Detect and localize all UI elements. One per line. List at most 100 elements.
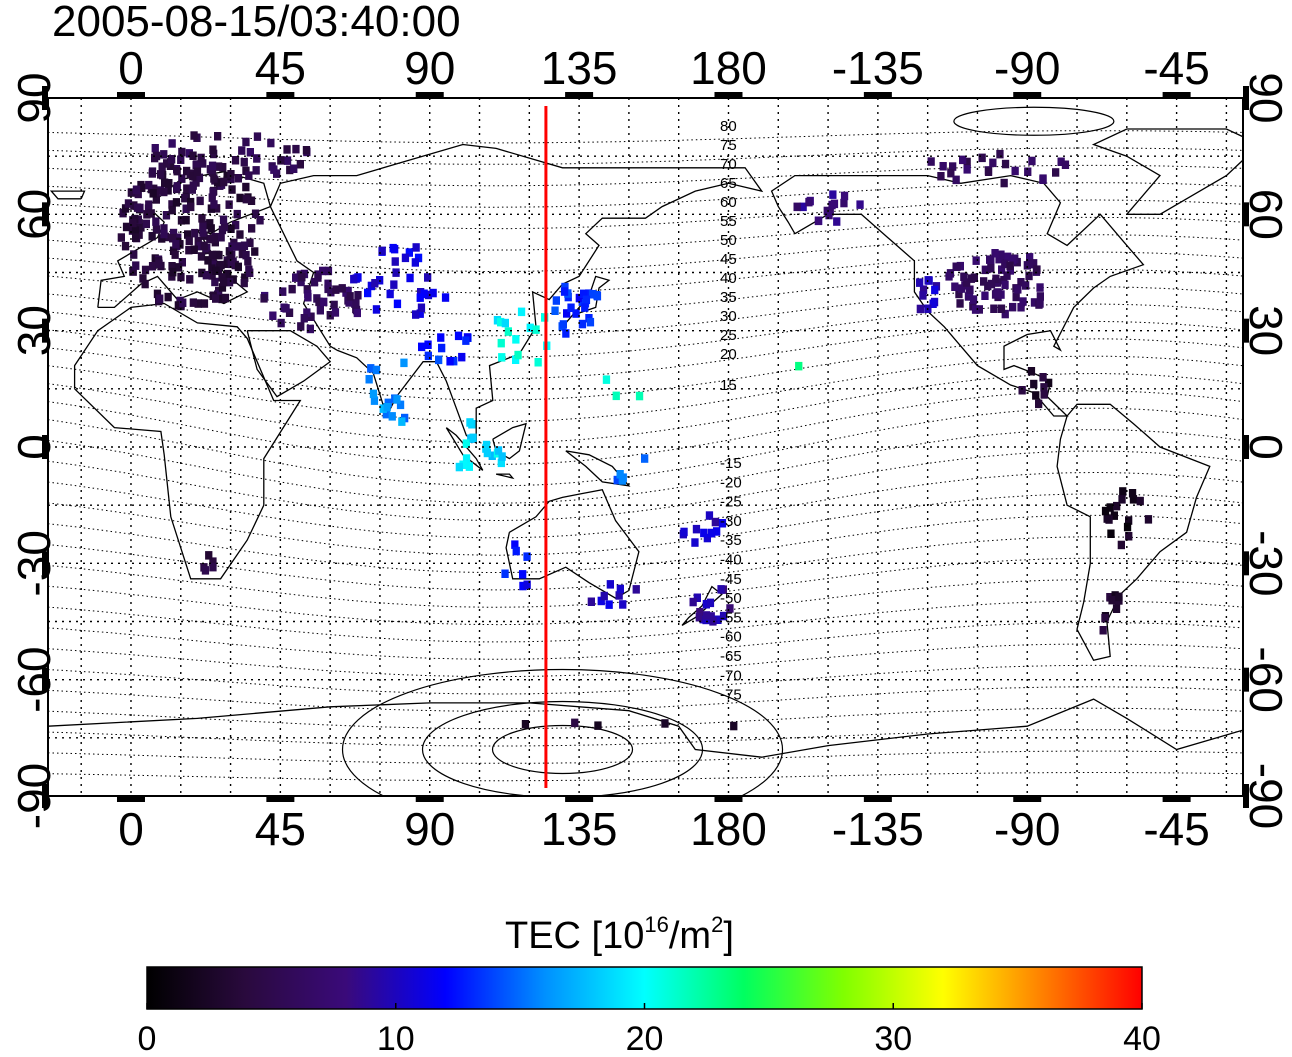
- tec-cell-europe: [242, 250, 250, 260]
- magnetic-contour: [48, 600, 1243, 643]
- tec-cell-alaska: [840, 198, 848, 208]
- tec-cell-north-america: [994, 288, 1002, 298]
- magnetic-pole-contour: [341, 668, 784, 796]
- tec-cell-southeast-asia: [469, 433, 477, 443]
- contour-label-north: 65: [720, 175, 737, 192]
- tec-cell-australia-east: [605, 600, 613, 609]
- tec-cell-southeast-asia: [459, 460, 467, 469]
- tec-cell-scandinavia-arctic: [151, 144, 159, 153]
- tec-cell-europe: [215, 250, 223, 260]
- lat-tick-label-right: -30: [1240, 530, 1292, 596]
- colorbar-tick-label: 10: [377, 1020, 415, 1057]
- tec-cell-europe: [130, 201, 138, 210]
- tec-cell-west-asia: [354, 291, 362, 300]
- tec-cell-europe: [169, 267, 177, 277]
- coastline: [562, 275, 611, 328]
- tec-cell-scandinavia-arctic: [152, 151, 161, 161]
- tec-cell-canada-north: [959, 155, 967, 165]
- lon-tick-label-top: -45: [1143, 42, 1209, 94]
- tec-cell-scandinavia-arctic: [270, 165, 278, 174]
- tec-cell-europe: [127, 188, 135, 197]
- tec-cell-europe: [132, 185, 141, 195]
- frame-tick: [1162, 796, 1191, 802]
- tec-cell-central-asia: [378, 246, 386, 256]
- tec-cell-tibet: [424, 340, 432, 349]
- tec-cell-europe: [191, 228, 199, 238]
- tec-cell-antarctica: [594, 721, 602, 730]
- tec-cell-europe: [182, 204, 190, 213]
- tec-cell-south-america: [1110, 511, 1118, 520]
- tec-cell-canada-north: [1000, 178, 1008, 188]
- tec-cell-central-asia: [350, 274, 358, 284]
- frame-tick: [42, 667, 48, 692]
- lat-tick-label-left: -90: [8, 763, 60, 829]
- tec-cell-west-asia: [303, 308, 311, 317]
- frame-tick: [42, 784, 48, 808]
- tec-cell-canada-north: [1057, 157, 1065, 166]
- tec-cell-south-america: [1101, 506, 1110, 516]
- tec-cell-west-asia: [332, 285, 340, 294]
- tec-cell-europe: [168, 205, 176, 215]
- tec-cell-north-america: [972, 256, 980, 265]
- lon-tick-label-bottom: 135: [541, 803, 618, 855]
- tec-cell-japan: [572, 309, 580, 318]
- tec-cell-west-asia: [331, 308, 340, 317]
- tec-cell-north-america: [990, 304, 998, 313]
- lon-tick-label-top: 135: [541, 42, 618, 94]
- tec-cell-europe: [153, 289, 162, 299]
- tec-cell-china-east: [526, 323, 534, 333]
- tec-cell-europe: [152, 225, 161, 234]
- tec-cell-europe: [137, 223, 145, 232]
- tec-cell-southeast-asia: [466, 418, 474, 427]
- tec-cell-central-asia: [416, 293, 424, 302]
- tec-cell-central-asia: [414, 253, 423, 263]
- frame-tick: [565, 92, 594, 98]
- magnetic-contour: [48, 429, 1243, 504]
- tec-cell-europe: [129, 218, 137, 228]
- tec-cell-europe: [225, 277, 234, 287]
- lat-tick-label-left: -60: [8, 646, 60, 712]
- tec-cell-west-asia: [269, 311, 277, 320]
- tec-cell-europe: [139, 274, 147, 283]
- tec-cell-scandinavia-arctic: [160, 150, 168, 159]
- tec-cell-europe: [228, 185, 236, 194]
- tec-cell-north-america: [951, 282, 959, 291]
- tec-cell-europe: [236, 193, 244, 203]
- tec-cell-hawaii: [795, 361, 803, 371]
- tec-cell-southeast-asia: [482, 440, 491, 450]
- tec-cell-china-east: [497, 338, 505, 348]
- magnetic-contour: [48, 557, 1243, 608]
- tec-cell-canada-north: [996, 149, 1004, 159]
- tec-cell-antarctica: [571, 718, 579, 728]
- tec-cell-europe: [149, 189, 157, 198]
- tec-cell-new-zealand: [702, 615, 710, 625]
- tec-cell-north-america: [1030, 298, 1039, 307]
- coastline: [49, 190, 86, 200]
- tec-cell-tibet: [450, 356, 458, 366]
- contour-label-north: 75: [720, 137, 737, 154]
- tec-cell-central-asia: [354, 273, 362, 282]
- tec-cell-central-asia: [393, 299, 402, 309]
- tec-cell-north-america: [975, 305, 983, 314]
- tec-cell-west-asia: [324, 284, 332, 294]
- lat-tick-label-right: -60: [1240, 646, 1292, 712]
- tec-cell-europe: [242, 182, 250, 192]
- tec-cell-new-guinea: [641, 454, 649, 463]
- tec-cell-west-asia: [319, 266, 327, 276]
- tec-cell-australia-west: [512, 546, 520, 556]
- tec-cell-antarctica: [730, 721, 738, 731]
- tec-cell-china-east: [534, 358, 542, 367]
- tec-cell-central-asia: [364, 288, 372, 298]
- tec-cell-australia-west: [523, 552, 531, 561]
- tec-cell-europe: [228, 242, 236, 251]
- contour-label-north: 55: [720, 213, 737, 230]
- magnetic-contour: [48, 579, 1243, 626]
- tec-cell-scandinavia-arctic: [190, 131, 198, 140]
- tec-cell-india: [396, 400, 405, 410]
- tec-cell-argentina: [1108, 595, 1116, 605]
- tec-cell-japan: [552, 296, 560, 305]
- colorbar-tick-label: 0: [138, 1020, 157, 1057]
- tec-cell-europe: [152, 217, 160, 226]
- frame-tick: [1243, 784, 1249, 808]
- lon-tick-label-bottom: 90: [404, 803, 455, 855]
